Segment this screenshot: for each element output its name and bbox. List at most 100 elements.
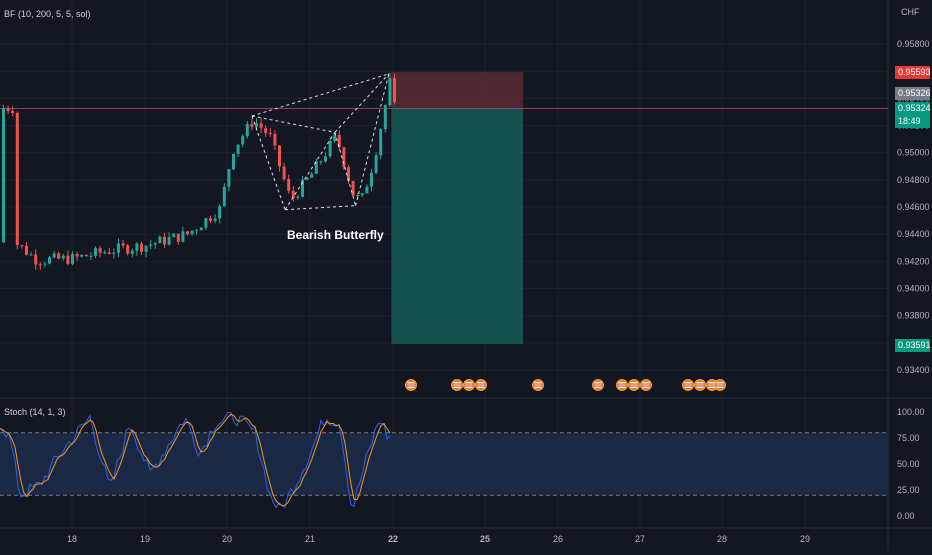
candle[interactable] [20,245,24,247]
candle[interactable] [227,169,231,187]
candle[interactable] [319,161,323,163]
candle[interactable] [153,243,157,245]
candle[interactable] [71,253,74,264]
candle[interactable] [328,141,332,157]
candle[interactable] [140,243,143,252]
candle[interactable] [333,134,337,142]
candle[interactable] [264,128,268,134]
stop-loss-zone[interactable] [391,72,523,109]
candle[interactable] [351,180,355,196]
candle[interactable] [126,245,130,254]
candle[interactable] [324,156,327,162]
candle[interactable] [356,195,360,197]
candle[interactable] [29,254,33,256]
indicator-label[interactable]: BF (10, 200, 5, 5, sol) [4,9,91,19]
candle[interactable] [393,78,396,103]
candle[interactable] [379,129,383,156]
candle[interactable] [310,173,314,178]
stoch-label[interactable]: Stoch (14, 1, 3) [4,407,66,417]
candle[interactable] [222,186,226,206]
candle[interactable] [149,244,153,246]
flag-icon [716,382,724,388]
candle[interactable] [365,186,369,194]
candle[interactable] [103,252,107,254]
candle[interactable] [388,78,392,106]
candle[interactable] [117,243,120,253]
candle[interactable] [43,263,47,265]
candle[interactable] [158,236,162,244]
candle[interactable] [199,227,203,231]
candle[interactable] [314,161,318,174]
price-axis-tick: 0.94400 [897,229,930,239]
candle[interactable] [89,255,93,257]
candle[interactable] [278,145,281,167]
time-axis-label: 19 [140,534,150,544]
candle[interactable] [232,153,235,170]
candle[interactable] [135,243,139,251]
candle[interactable] [268,133,272,135]
candle[interactable] [374,155,378,173]
candle[interactable] [66,255,70,264]
candle[interactable] [94,248,97,256]
candle[interactable] [342,147,346,168]
candle[interactable] [144,245,148,252]
candle[interactable] [15,112,19,246]
candle[interactable] [360,193,364,196]
candle[interactable] [204,218,208,228]
price-axis-tick: 0.94000 [897,284,930,294]
take-profit-zone[interactable] [391,108,523,345]
candle[interactable] [370,172,373,187]
candle[interactable] [57,253,61,259]
pattern-leg [251,115,286,210]
candle[interactable] [273,133,277,146]
candle[interactable] [213,218,217,221]
candle[interactable] [163,236,166,245]
candle[interactable] [259,123,263,129]
candle[interactable] [121,243,125,246]
time-axis-label: 25 [480,534,490,544]
candle[interactable] [11,110,15,113]
candle[interactable] [190,230,194,235]
candle[interactable] [48,257,51,264]
candle[interactable] [38,264,42,266]
candle[interactable] [6,107,10,111]
candle[interactable] [291,190,295,198]
candle[interactable] [75,253,79,257]
candle[interactable] [195,230,199,232]
candle[interactable] [296,196,300,198]
candle[interactable] [186,231,189,235]
candle[interactable] [84,254,88,257]
candle[interactable] [218,205,222,219]
currency-label[interactable]: CHF [901,7,920,17]
candle[interactable] [2,107,5,243]
candle[interactable] [282,166,286,180]
price-axis-tick: 0.93400 [897,365,930,375]
candle[interactable] [172,233,176,238]
candle[interactable] [250,123,254,127]
candle[interactable] [176,233,180,242]
candle[interactable] [287,179,291,191]
candle[interactable] [236,144,240,154]
candle[interactable] [209,218,212,221]
candle[interactable] [181,231,185,242]
candle[interactable] [107,252,111,254]
candle[interactable] [305,177,309,180]
candle[interactable] [52,253,56,258]
candle[interactable] [255,123,258,127]
candle[interactable] [80,254,84,257]
candle[interactable] [34,254,38,265]
candle[interactable] [301,179,304,197]
candle[interactable] [383,105,387,130]
candle[interactable] [61,255,65,259]
candle[interactable] [130,250,134,254]
candle[interactable] [25,245,28,255]
candle[interactable] [347,167,350,181]
candle[interactable] [112,252,116,254]
candle[interactable] [245,123,249,137]
candle[interactable] [167,237,171,245]
candle[interactable] [241,136,245,145]
candle[interactable] [98,248,102,253]
candle[interactable] [337,134,341,148]
